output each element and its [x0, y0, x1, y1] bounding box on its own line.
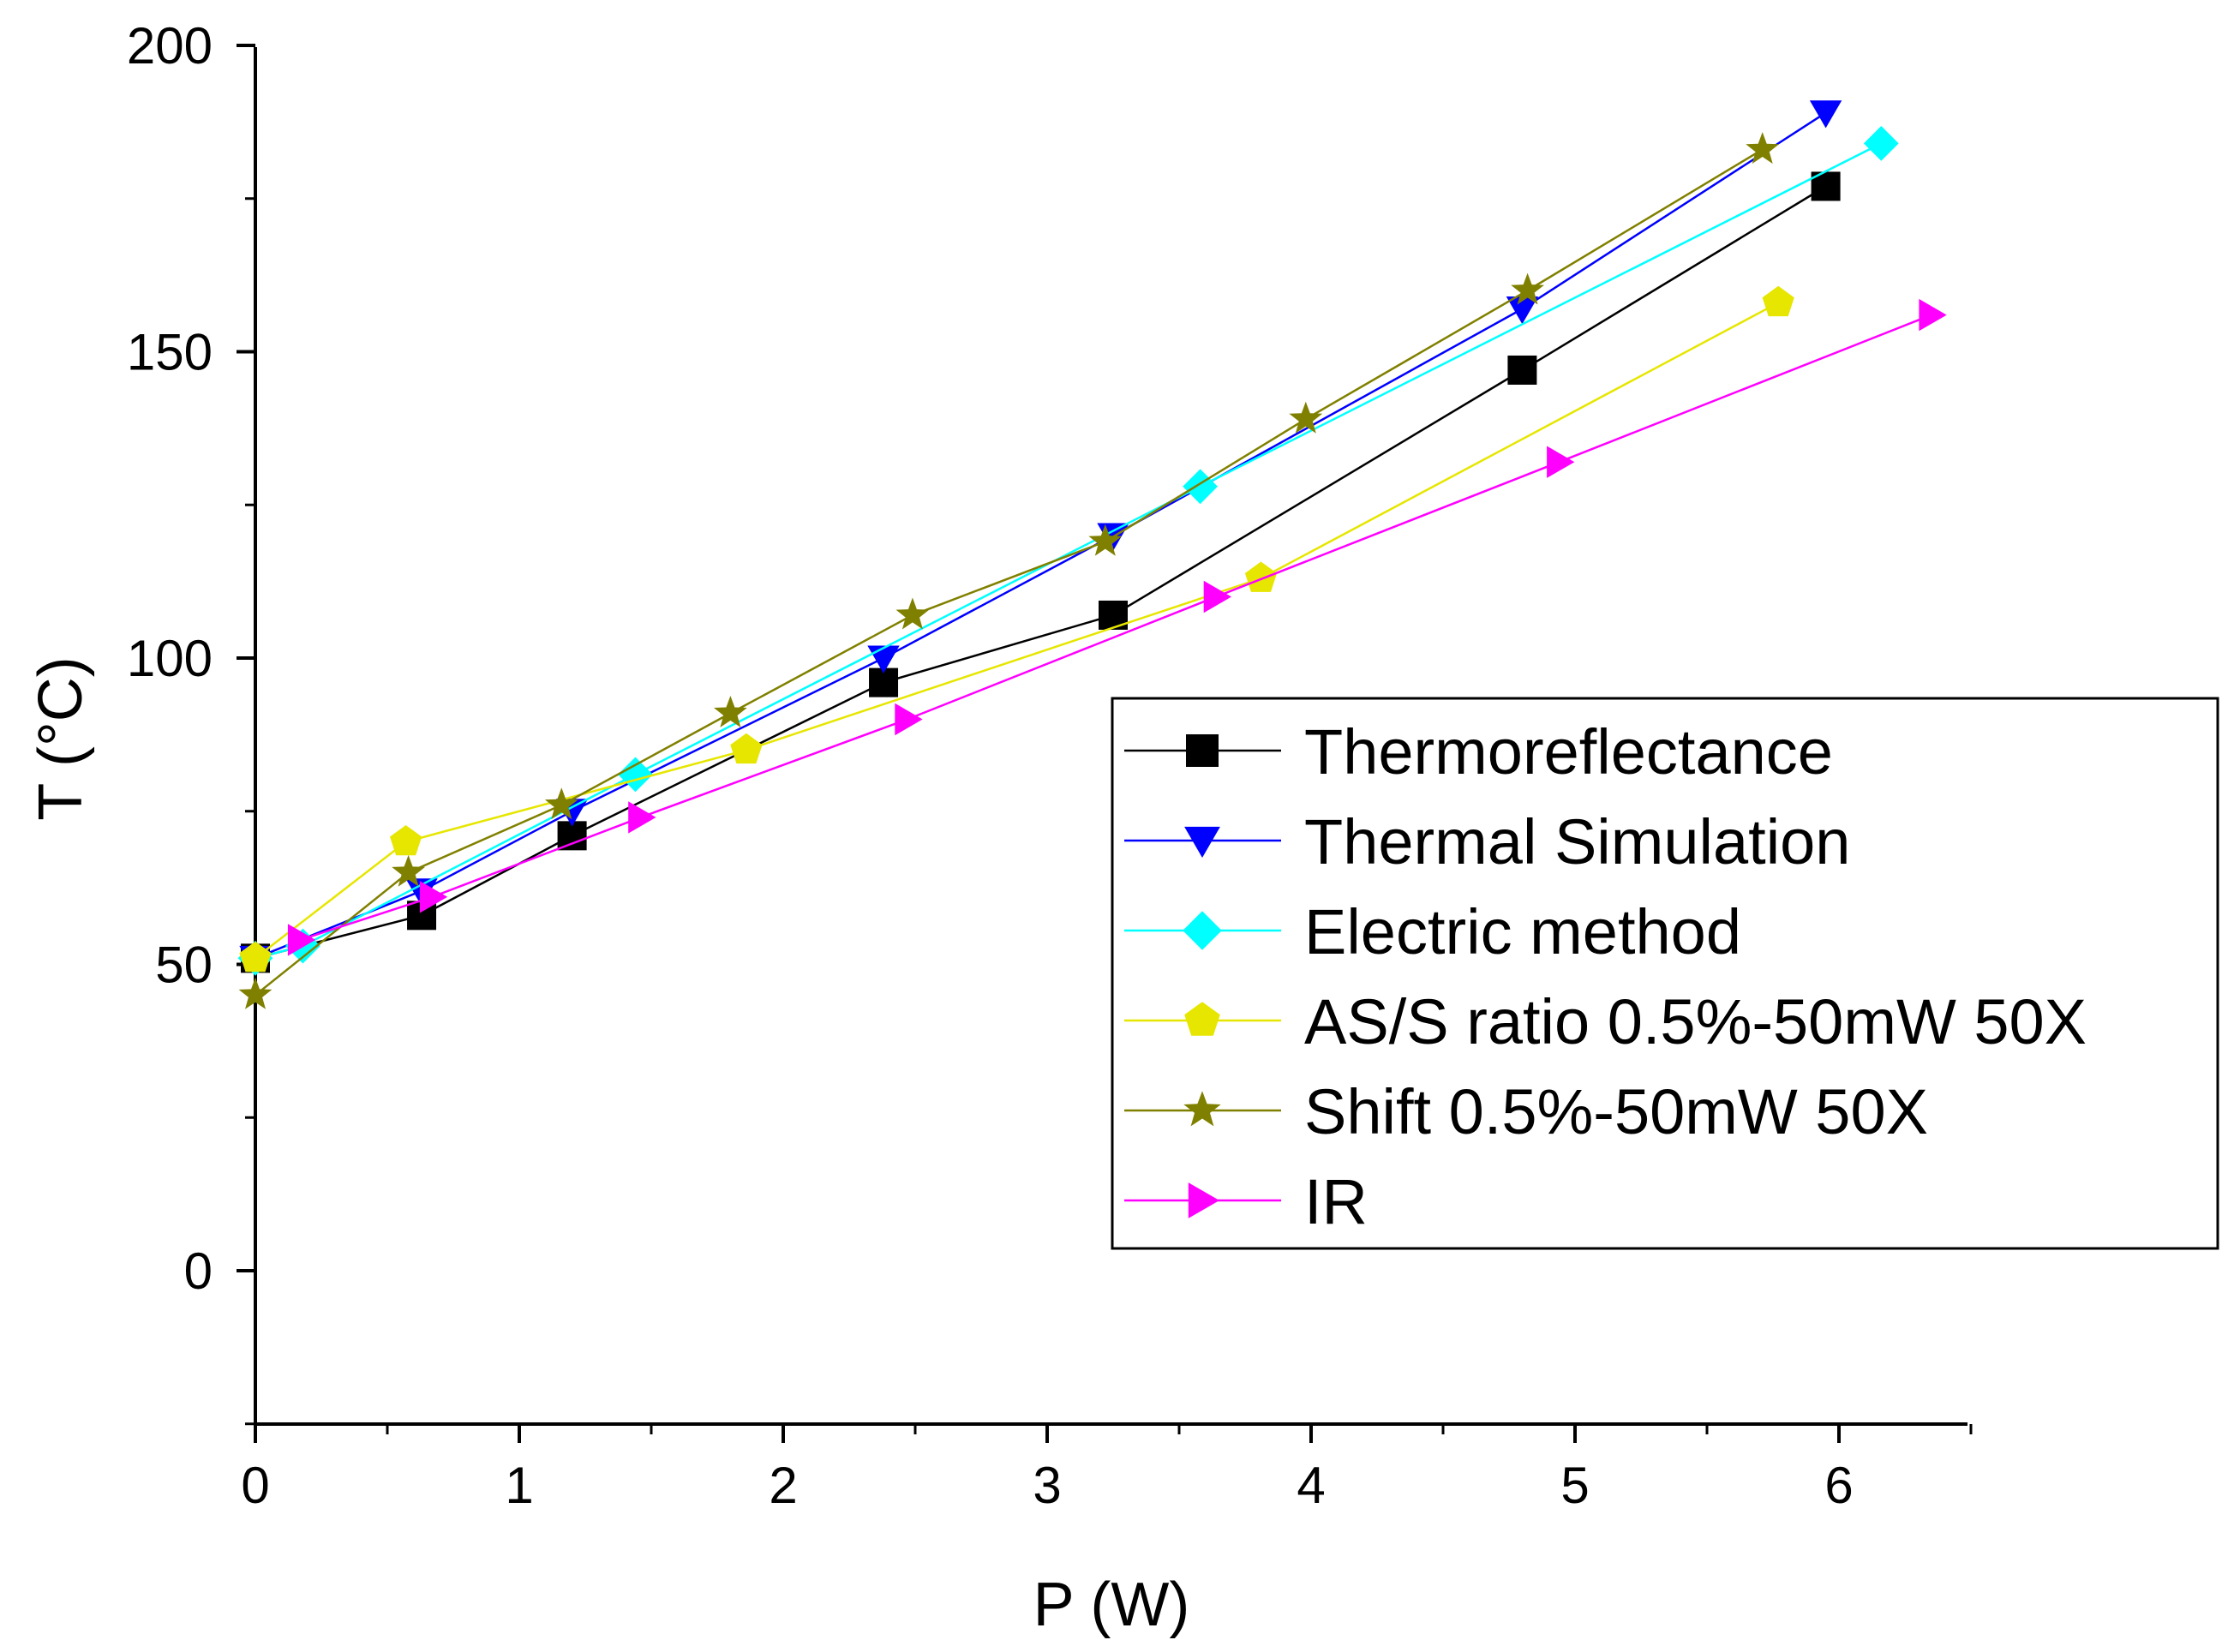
y-tick-label: 50: [155, 937, 213, 994]
x-tick-label: 0: [241, 1457, 269, 1514]
legend-item: AS/S ratio 0.5%-50mW 50X: [1124, 986, 2087, 1057]
x-tick-label: 4: [1297, 1457, 1325, 1514]
data-point: [1244, 561, 1278, 592]
data-point: [730, 733, 763, 764]
data-point: [1547, 446, 1575, 478]
legend-label: AS/S ratio 0.5%-50mW 50X: [1304, 986, 2087, 1057]
data-point: [895, 597, 930, 630]
legend-marker: [1184, 826, 1220, 858]
series-5: [287, 298, 1947, 956]
data-point: [1919, 298, 1947, 332]
legend-item: Thermoreflectance: [1124, 716, 1833, 787]
data-point: [419, 881, 448, 913]
legend-marker: [1188, 1182, 1219, 1218]
legend-label: IR: [1304, 1166, 1368, 1237]
y-tick-label: 100: [127, 630, 213, 687]
series-3: [239, 285, 1794, 973]
legend-marker: [1183, 1091, 1221, 1127]
x-axis-title: P (W): [1033, 1571, 1190, 1639]
legend-box: [1111, 697, 2219, 1250]
axes: 0 1 2 3 4 5 6 0 50 100 150 200: [127, 17, 1973, 1514]
legend-item: Thermal Simulation: [1124, 806, 1850, 877]
data-point: [1746, 132, 1780, 165]
y-axis-title: T (°C): [27, 656, 95, 820]
data-point: [1511, 272, 1544, 305]
data-point: [1506, 296, 1539, 325]
data-point: [390, 825, 422, 856]
x-tick-label: 2: [769, 1457, 797, 1514]
data-point: [1183, 469, 1218, 505]
legend-item: Electric method: [1124, 896, 1741, 967]
y-tick-label: 200: [127, 17, 213, 75]
y-ticks: 0 50 100 150 200: [127, 17, 255, 1426]
data-point: [628, 801, 656, 834]
legend-item: Shift 0.5%-50mW 50X: [1124, 1076, 1928, 1147]
y-tick-label: 150: [127, 324, 213, 381]
data-point: [895, 703, 923, 736]
legend-marker: [1183, 911, 1222, 950]
data-point: [239, 941, 272, 973]
data-point: [1203, 580, 1231, 614]
legend-label: Shift 0.5%-50mW 50X: [1304, 1076, 1928, 1147]
data-point: [238, 977, 273, 1009]
legend-item: IR: [1124, 1166, 1368, 1237]
legend: Thermoreflectance Thermal Simulation Elect…: [1111, 697, 2219, 1250]
data-point: [287, 924, 316, 956]
series-4: [238, 132, 1780, 1009]
legend-label: Thermal Simulation: [1304, 806, 1850, 877]
series-layer: [237, 100, 1947, 1009]
x-ticks: 0 1 2 3 4 5 6: [241, 1424, 1973, 1514]
y-tick-label: 0: [184, 1242, 213, 1300]
legend-items: Thermoreflectance Thermal Simulation Elect…: [1124, 716, 2087, 1237]
x-tick-label: 1: [505, 1457, 533, 1514]
data-point: [1088, 524, 1123, 556]
legend-marker: [1184, 1002, 1220, 1036]
data-point: [1507, 355, 1537, 385]
data-point: [1762, 285, 1794, 317]
data-point: [1289, 401, 1323, 434]
data-point: [392, 854, 425, 887]
x-tick-label: 3: [1033, 1457, 1061, 1514]
legend-label: Electric method: [1304, 896, 1741, 967]
data-point: [544, 787, 578, 820]
data-point: [1809, 100, 1842, 129]
data-point: [714, 696, 747, 727]
data-point: [1863, 126, 1899, 161]
legend-marker: [1186, 734, 1219, 767]
legend-label: Thermoreflectance: [1304, 716, 1833, 787]
x-tick-label: 5: [1560, 1457, 1589, 1514]
x-tick-label: 6: [1824, 1457, 1853, 1514]
